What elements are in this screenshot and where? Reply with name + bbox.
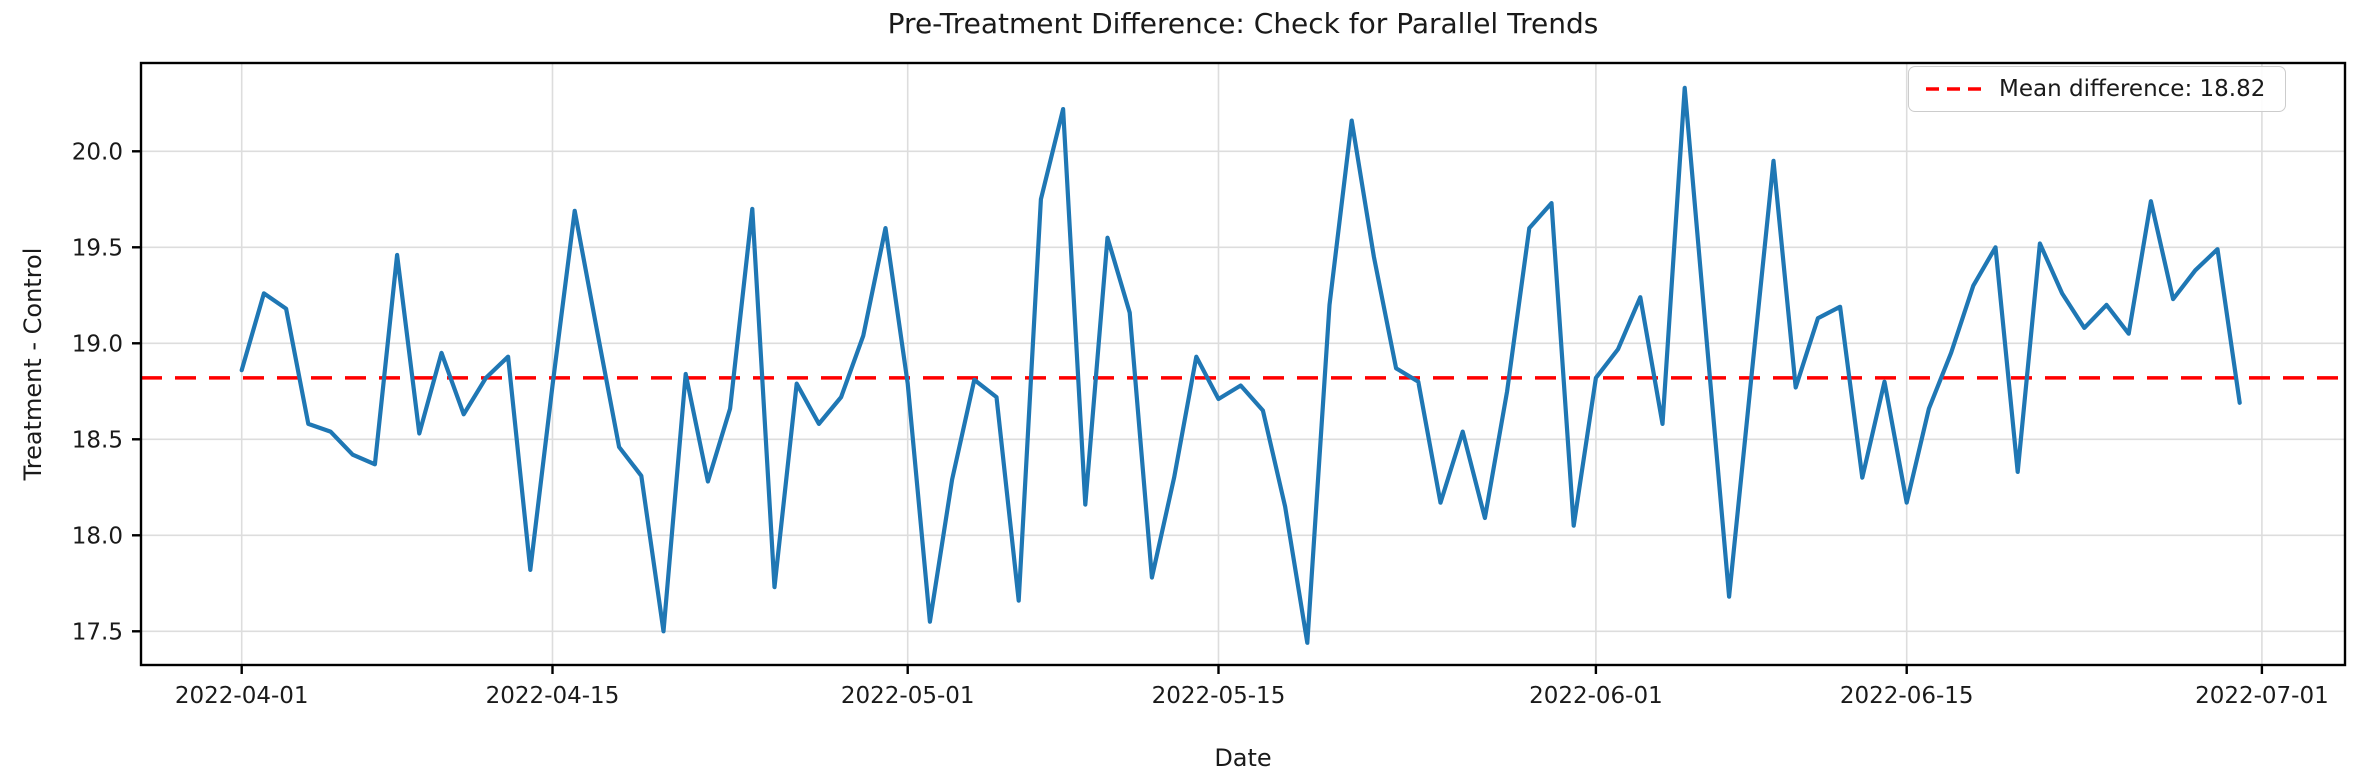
svg-text:17.5: 17.5: [72, 619, 123, 645]
legend: Mean difference: 18.82: [1908, 66, 2287, 112]
gridlines: [141, 63, 2345, 665]
chart-title: Pre-Treatment Difference: Check for Para…: [887, 7, 1599, 40]
svg-text:2022-04-01: 2022-04-01: [175, 683, 309, 709]
plot-spines: [139, 61, 2347, 667]
svg-text:2022-07-01: 2022-07-01: [2195, 683, 2329, 709]
axis-ticks: [132, 150, 2264, 674]
svg-text:2022-05-15: 2022-05-15: [1152, 683, 1286, 709]
svg-text:20.0: 20.0: [72, 139, 123, 165]
legend-label: Mean difference: 18.82: [1999, 76, 2266, 102]
svg-text:18.5: 18.5: [72, 427, 123, 453]
difference-series-line: [239, 85, 2242, 645]
svg-text:2022-06-01: 2022-06-01: [1529, 683, 1663, 709]
x-axis-label: Date: [1214, 744, 1272, 772]
svg-text:2022-06-15: 2022-06-15: [1840, 683, 1974, 709]
svg-text:2022-05-01: 2022-05-01: [841, 683, 975, 709]
svg-text:18.0: 18.0: [72, 523, 123, 549]
svg-text:19.5: 19.5: [72, 235, 123, 261]
svg-text:19.0: 19.0: [72, 331, 123, 357]
tick-labels: 17.5 18.0 18.5 19.0 19.5 20.0 2022-04-01 2022-0…: [72, 139, 2329, 709]
legend-mean-line-swatch: [1926, 87, 1982, 91]
svg-text:2022-04-15: 2022-04-15: [486, 683, 620, 709]
